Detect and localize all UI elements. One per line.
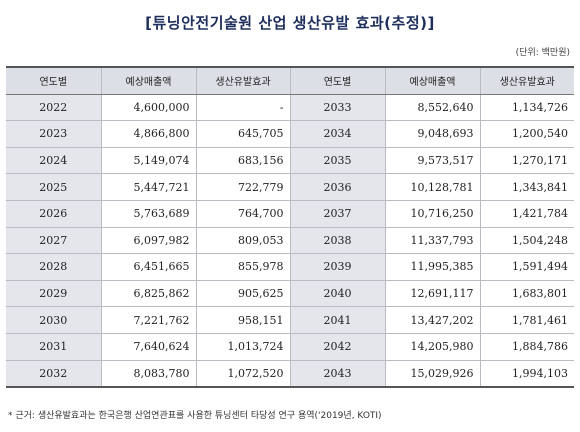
cell-effect-left: 855,978 bbox=[195, 253, 290, 281]
cell-sales-right: 14,205,980 bbox=[384, 333, 480, 361]
cell-year-right: 2035 bbox=[289, 147, 385, 175]
cell-sales-left: 7,640,624 bbox=[100, 333, 196, 361]
cell-sales-left: 4,600,000 bbox=[100, 94, 196, 122]
cell-effect-right: 1,134,726 bbox=[479, 94, 574, 122]
cell-effect-right: 1,591,494 bbox=[479, 253, 574, 281]
cell-year-right: 2043 bbox=[289, 360, 385, 389]
cell-sales-right: 8,552,640 bbox=[384, 94, 480, 122]
unit-label: (단위: 백만원) bbox=[515, 48, 570, 58]
table-header-row: 연도별 예상매출액 생산유발효과 연도별 예상매출액 생산유발효과 bbox=[6, 65, 574, 95]
table-row: 2027 6,097,982 809,053 2038 11,337,793 1,504,… bbox=[6, 227, 574, 255]
table-row: 2031 7,640,624 1,013,724 2042 14,205,980 1,88… bbox=[6, 333, 574, 361]
cell-sales-right: 13,427,202 bbox=[384, 306, 480, 334]
footnote: * 근거: 생산유발효과는 한국은행 산업연관표를 사용한 튜닝센터 타당성 연… bbox=[8, 411, 382, 421]
header-year-left: 연도별 bbox=[6, 65, 101, 95]
cell-sales-left: 7,221,762 bbox=[100, 306, 196, 334]
cell-year-left: 2030 bbox=[6, 306, 101, 334]
cell-sales-left: 5,763,689 bbox=[100, 200, 196, 228]
cell-effect-right: 1,504,248 bbox=[479, 227, 574, 255]
table-row: 2024 5,149,074 683,156 2035 9,573,517 1,270,1… bbox=[6, 147, 574, 175]
cell-effect-left: 958,151 bbox=[195, 306, 290, 334]
cell-effect-right: 1,200,540 bbox=[479, 120, 574, 148]
cell-effect-left: 645,705 bbox=[195, 120, 290, 148]
cell-year-right: 2040 bbox=[289, 280, 385, 308]
cell-sales-right: 10,128,781 bbox=[384, 173, 480, 201]
cell-sales-left: 6,097,982 bbox=[100, 227, 196, 255]
table-row: 2022 4,600,000-2033 8,552,640 1,134,726 bbox=[6, 94, 574, 122]
cell-sales-right: 10,716,250 bbox=[384, 200, 480, 228]
cell-sales-left: 4,866,800 bbox=[100, 120, 196, 148]
cell-sales-right: 12,691,117 bbox=[384, 280, 480, 308]
cell-sales-right: 9,048,693 bbox=[384, 120, 480, 148]
page-title: [튜닝안전기술원 산업 생산유발 효과(추정)] bbox=[145, 14, 435, 32]
cell-effect-right: 1,421,784 bbox=[479, 200, 574, 228]
header-sales-right: 예상매출액 bbox=[384, 65, 480, 95]
cell-year-right: 2037 bbox=[289, 200, 385, 228]
table-row: 2029 6,825,862 905,625 2040 12,691,117 1,683,… bbox=[6, 280, 574, 308]
cell-year-left: 2025 bbox=[6, 173, 101, 201]
cell-year-left: 2022 bbox=[6, 94, 101, 122]
table-row: 2032 8,083,780 1,072,520 2043 15,029,926 1,99… bbox=[6, 360, 574, 389]
cell-sales-right: 15,029,926 bbox=[384, 360, 480, 389]
header-sales-left: 예상매출액 bbox=[100, 65, 196, 95]
cell-sales-left: 6,825,862 bbox=[100, 280, 196, 308]
cell-sales-left: 8,083,780 bbox=[100, 360, 196, 389]
cell-year-right: 2039 bbox=[289, 253, 385, 281]
cell-effect-left: - bbox=[195, 94, 290, 122]
production-effect-table: 연도별 예상매출액 생산유발효과 연도별 예상매출액 생산유발효과 2022 4,… bbox=[6, 65, 574, 389]
cell-effect-left: 1,072,520 bbox=[195, 360, 290, 389]
cell-year-right: 2034 bbox=[289, 120, 385, 148]
cell-year-left: 2027 bbox=[6, 227, 101, 255]
table-row: 2026 5,763,689 764,700 2037 10,716,250 1,421,… bbox=[6, 200, 574, 228]
header-effect-left: 생산유발효과 bbox=[195, 65, 290, 95]
header-year-right: 연도별 bbox=[289, 65, 385, 95]
header-effect-right: 생산유발효과 bbox=[479, 65, 574, 95]
cell-year-left: 2031 bbox=[6, 333, 101, 361]
table-row: 2028 6,451,665 855,978 2039 11,995,385 1,591,… bbox=[6, 253, 574, 281]
cell-effect-left: 1,013,724 bbox=[195, 333, 290, 361]
table-row: 2030 7,221,762 958,151 2041 13,427,202 1,781,… bbox=[6, 306, 574, 334]
cell-year-left: 2026 bbox=[6, 200, 101, 228]
cell-year-left: 2028 bbox=[6, 253, 101, 281]
cell-sales-right: 11,995,385 bbox=[384, 253, 480, 281]
cell-year-right: 2041 bbox=[289, 306, 385, 334]
cell-year-right: 2042 bbox=[289, 333, 385, 361]
cell-effect-right: 1,781,461 bbox=[479, 306, 574, 334]
cell-effect-left: 722,779 bbox=[195, 173, 290, 201]
cell-year-left: 2032 bbox=[6, 360, 101, 389]
table-row: 2023 4,866,800 645,705 2034 9,048,693 1,200,5… bbox=[6, 120, 574, 148]
table-body: 2022 4,600,000-2033 8,552,640 1,134,726 2023… bbox=[6, 94, 574, 389]
cell-year-left: 2029 bbox=[6, 280, 101, 308]
cell-effect-right: 1,683,801 bbox=[479, 280, 574, 308]
cell-sales-left: 5,447,721 bbox=[100, 173, 196, 201]
cell-year-left: 2024 bbox=[6, 147, 101, 175]
cell-sales-right: 11,337,793 bbox=[384, 227, 480, 255]
cell-year-right: 2036 bbox=[289, 173, 385, 201]
cell-effect-right: 1,343,841 bbox=[479, 173, 574, 201]
cell-sales-left: 5,149,074 bbox=[100, 147, 196, 175]
cell-sales-left: 6,451,665 bbox=[100, 253, 196, 281]
cell-year-right: 2038 bbox=[289, 227, 385, 255]
cell-effect-left: 764,700 bbox=[195, 200, 290, 228]
cell-year-right: 2033 bbox=[289, 94, 385, 122]
cell-sales-right: 9,573,517 bbox=[384, 147, 480, 175]
cell-year-left: 2023 bbox=[6, 120, 101, 148]
cell-effect-left: 809,053 bbox=[195, 227, 290, 255]
cell-effect-right: 1,994,103 bbox=[479, 360, 574, 389]
cell-effect-right: 1,884,786 bbox=[479, 333, 574, 361]
cell-effect-left: 905,625 bbox=[195, 280, 290, 308]
cell-effect-left: 683,156 bbox=[195, 147, 290, 175]
cell-effect-right: 1,270,171 bbox=[479, 147, 574, 175]
table-row: 2025 5,447,721 722,779 2036 10,128,781 1,343,… bbox=[6, 173, 574, 201]
